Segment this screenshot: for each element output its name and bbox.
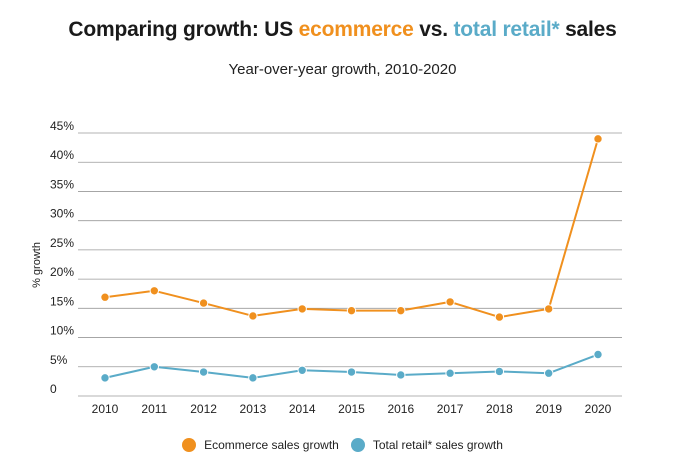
y-tick-label: 25% [50,236,74,250]
title-part-1: Comparing growth: US [68,18,299,41]
x-tick-label: 2015 [338,402,365,416]
x-tick-label: 2012 [190,402,217,416]
title-part-3: vs. [413,18,454,41]
data-point-ecommerce [346,305,357,316]
x-tick-label: 2016 [387,402,414,416]
data-point-retail [100,373,110,383]
title-ecommerce-highlight: ecommerce [298,18,414,41]
y-tick-label: 20% [50,265,74,279]
legend-retail-marker [350,438,365,452]
legend-ecommerce-label: Ecommerce sales growth [204,438,339,452]
chart-legend: Ecommerce sales growth Total retail* sal… [0,438,685,452]
title-part-5: sales [559,18,617,41]
data-point-retail [396,370,406,380]
x-tick-label: 2018 [486,402,513,416]
data-point-ecommerce [248,311,258,321]
series-line-ecommerce [104,138,599,319]
y-tick-label: 45% [50,119,74,133]
y-tick-label: 30% [50,207,74,221]
data-point-ecommerce [100,292,110,302]
data-point-ecommerce [149,286,160,296]
x-tick-label: 2020 [585,402,612,416]
x-tick-label: 2010 [92,402,119,416]
y-tick-label: 5% [50,353,68,367]
data-point-retail [593,349,603,360]
x-tick-labels: 2010 2011 2012 2013 2014 2015 2016 2017 2018 2019… [92,402,612,416]
x-tick-label: 2013 [240,402,267,416]
data-point-retail [198,367,209,377]
legend-ecommerce-marker [182,438,197,452]
legend-retail-label: Total retail* sales growth [372,438,503,452]
y-tick-label: 0 [50,382,57,396]
y-tick-label: 35% [50,177,74,191]
y-tick-label: 10% [50,324,74,338]
x-tick-label: 2017 [437,402,464,416]
x-tick-label: 2019 [535,402,562,416]
data-point-ecommerce [593,134,603,144]
data-point-retail [494,366,505,377]
y-axis-label: % growth [31,242,43,288]
x-tick-label: 2014 [289,402,316,416]
series [100,134,603,383]
chart-title: Comparing growth: US ecommerce vs. total… [0,18,685,42]
data-point-retail [346,367,357,377]
data-point-retail [445,368,455,378]
y-tick-label: 40% [50,148,74,162]
data-point-retail [248,373,258,383]
data-point-ecommerce [445,297,455,307]
chart-subtitle: Year-over-year growth, 2010-2020 [228,61,457,78]
y-tick-label: 15% [50,294,74,308]
data-point-ecommerce [396,305,406,316]
gridlines [78,132,622,397]
title-retail-highlight: total retail* [453,18,560,41]
data-point-ecommerce [544,304,554,314]
data-point-retail [149,362,160,372]
data-point-ecommerce [297,304,307,314]
data-point-retail [297,365,307,375]
x-tick-label: 2011 [141,402,167,416]
data-point-ecommerce [494,312,505,322]
data-point-retail [544,368,554,378]
y-tick-labels: 0 5% 10% 15% 20% 25% 30% 35% 40% 45% [50,119,74,396]
legend-item-ecommerce: Ecommerce sales growth [182,438,339,452]
data-point-ecommerce [198,298,209,308]
legend-item-retail: Total retail* sales growth [350,438,503,452]
